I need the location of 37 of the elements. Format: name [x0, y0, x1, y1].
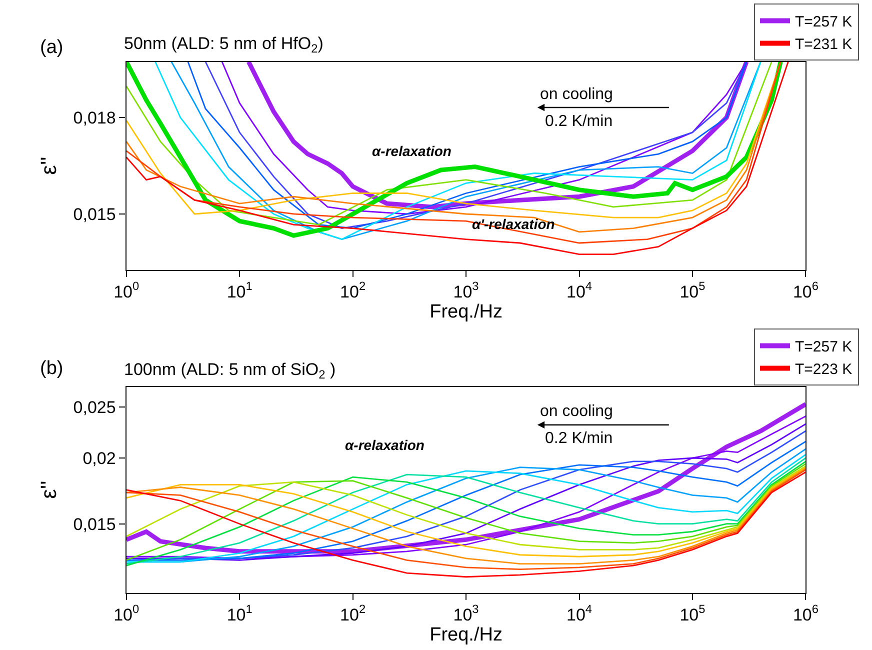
chart-title: 100nm (ALD: 5 nm of SiO$_{2}$ )	[124, 360, 336, 382]
chart-title: 50nm (ALD: 5 nm of HfO$_{2}$)	[124, 34, 324, 56]
x-tick-label: 10$^{3}$	[453, 279, 480, 302]
x-tick-label: 10$^{5}$	[680, 279, 706, 302]
annotation: α-relaxation	[345, 437, 424, 453]
x-tick-label: 10$^{0}$	[114, 279, 140, 302]
x-tick-label: 10$^{4}$	[566, 602, 592, 624]
x-tick-label: 10$^{5}$	[680, 602, 706, 624]
text: (b)	[40, 358, 64, 379]
x-axis-title: Freq./Hz	[430, 624, 502, 646]
x-tick-label: 10$^{0}$	[114, 602, 140, 624]
x-tick-label: 10$^{6}$	[792, 279, 819, 302]
x-tick-label: 10$^{2}$	[340, 279, 366, 302]
legend-label: T=257 K	[795, 338, 852, 356]
annotation: on cooling	[540, 86, 613, 103]
y-tick-label: 0,02	[82, 448, 116, 468]
y-axis-title: ε''	[36, 480, 62, 499]
x-tick-label: 10$^{6}$	[792, 602, 819, 624]
y-tick-label: 0,025	[73, 398, 116, 417]
x-tick-label: 10$^{3}$	[453, 602, 480, 624]
annotation: α-relaxation	[372, 143, 452, 159]
y-tick-label: 0,015	[73, 204, 116, 224]
x-tick-label: 10$^{1}$	[226, 602, 253, 624]
x-tick-label: 10$^{4}$	[566, 279, 592, 302]
legend-label: T=231 K	[795, 36, 852, 54]
x-tick-label: 10$^{1}$	[226, 279, 253, 302]
legend-label: T=223 K	[795, 361, 852, 378]
y-tick-label: 0,018	[73, 108, 116, 128]
y-axis-title: ε''	[36, 156, 62, 175]
legend-label: T=257 K	[795, 14, 852, 31]
text: (a)	[40, 37, 64, 58]
y-tick-label: 0,015	[73, 514, 116, 534]
annotation: 0.2 K/min	[545, 430, 613, 447]
x-tick-label: 10$^{2}$	[340, 602, 366, 624]
annotation: on cooling	[540, 403, 613, 420]
annotation: 0.2 K/min	[545, 113, 613, 130]
x-axis-title: Freq./Hz	[430, 301, 502, 322]
